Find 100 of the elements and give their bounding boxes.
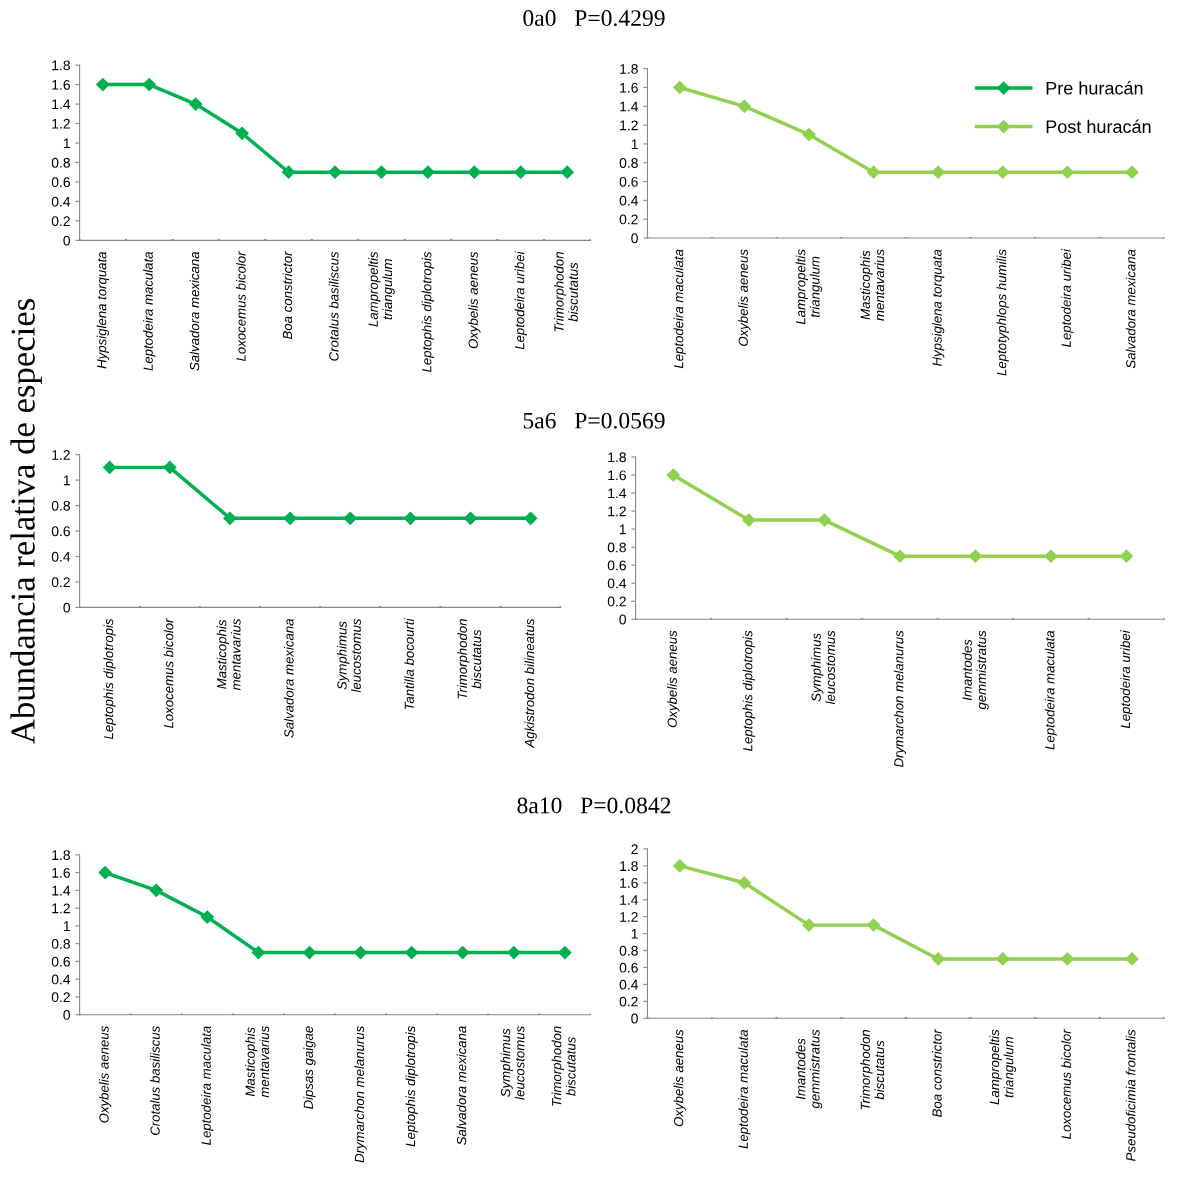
y-tick-label: 2 bbox=[631, 844, 638, 854]
y-tick-label: 0.8 bbox=[619, 158, 638, 168]
x-tick-label: Oxybelis aeneus bbox=[98, 1026, 112, 1123]
point bbox=[673, 80, 687, 95]
x-tick-label: Crotalus basiliscus bbox=[328, 251, 339, 361]
point bbox=[737, 99, 751, 113]
y-tick-label: 1 bbox=[63, 475, 70, 486]
point bbox=[507, 945, 521, 960]
y-tick-label: 0.8 bbox=[51, 500, 70, 511]
point bbox=[98, 866, 112, 880]
point bbox=[149, 883, 163, 897]
point bbox=[817, 513, 831, 527]
x-tick-label: Lampropeltis triangulum bbox=[989, 1029, 1016, 1105]
y-tick-label: 1.2 bbox=[620, 120, 638, 131]
y-tick-label: 1.4 bbox=[52, 885, 71, 896]
point bbox=[1125, 165, 1139, 179]
y-tick-label: 1.6 bbox=[620, 82, 638, 93]
y-tick-label: 1.4 bbox=[620, 895, 639, 905]
y-tick-label: 0 bbox=[63, 602, 71, 613]
x-tick-label: Masticophis mentavarius bbox=[860, 249, 885, 321]
point bbox=[200, 910, 214, 924]
y-tick-label: 0.2 bbox=[51, 577, 70, 588]
y-tick-label: 1.6 bbox=[620, 878, 638, 888]
y-tick-label: 1.4 bbox=[620, 101, 639, 112]
point bbox=[353, 945, 368, 960]
legend-label: Pre huracán bbox=[1046, 81, 1143, 95]
point bbox=[673, 859, 687, 873]
y-tick-label: 0 bbox=[619, 614, 627, 625]
point bbox=[1060, 165, 1074, 179]
point bbox=[281, 165, 296, 179]
x-tick-label: Symphimus leucostomus bbox=[500, 1026, 525, 1100]
x-tick-label: Hypsiglena torquata bbox=[96, 251, 109, 369]
x-tick-label: Leptodeira maculata bbox=[143, 251, 156, 371]
y-axis-title: Abundancia relativa de especies bbox=[10, 299, 42, 744]
point bbox=[467, 165, 481, 179]
y-tick-label: 1 bbox=[619, 524, 626, 535]
x-tick-label: Boa constrictor bbox=[282, 251, 293, 340]
y-tick-label: 0.2 bbox=[619, 214, 638, 225]
x-tick-label: Leptophis diplotropis bbox=[421, 251, 435, 373]
x-tick-label: Leptodeira uribei bbox=[1120, 630, 1133, 729]
y-tick-label: 1.8 bbox=[52, 60, 70, 71]
y-tick-label: 1.6 bbox=[52, 79, 70, 90]
y-tick-label: 0 bbox=[631, 233, 638, 244]
x-tick-label: Dipsas gaigae bbox=[303, 1026, 316, 1110]
x-tick-label: Salvadora mexicana bbox=[189, 251, 200, 371]
x-tick-label: Imantodes gemmistratus bbox=[962, 630, 989, 710]
y-tick-label: 1.6 bbox=[608, 470, 626, 481]
x-tick-label: Leptodeira maculata bbox=[1044, 630, 1058, 750]
x-tick-label: Salvadora mexicana bbox=[456, 1026, 467, 1145]
x-tick-label: Oxybelis aeneus bbox=[738, 249, 751, 346]
chart-title: 8a10 P=0.0842 bbox=[517, 797, 671, 814]
x-tick-label: Leptodeira maculata bbox=[673, 249, 686, 369]
point bbox=[1044, 549, 1058, 563]
x-tick-label: Leptophis diplotropis bbox=[405, 1026, 418, 1147]
x-tick-label: Leptophis diplotropis bbox=[103, 618, 116, 740]
y-tick-label: 0.6 bbox=[607, 560, 626, 571]
x-tick-label: Leptodeira maculata bbox=[201, 1026, 214, 1145]
x-tick-label: Symphimus leucostomus bbox=[336, 618, 361, 693]
x-tick-label: Leptodeira uribei bbox=[514, 251, 527, 350]
y-tick-label: 0 bbox=[63, 235, 71, 246]
y-tick-label: 1.2 bbox=[608, 506, 626, 517]
y-tick-label: 1.8 bbox=[608, 452, 626, 463]
x-tick-label: Oxybelis aeneus bbox=[673, 1029, 686, 1127]
point bbox=[142, 78, 156, 92]
x-tick-label: Hypsiglena torquata bbox=[932, 249, 945, 367]
point bbox=[1060, 952, 1074, 966]
y-tick-label: 0.8 bbox=[51, 157, 70, 168]
x-tick-label: Imantodes gemmistratus bbox=[795, 1029, 823, 1109]
point bbox=[374, 165, 389, 179]
x-tick-label: Tantilla bocourti bbox=[404, 618, 414, 710]
y-tick-label: 0.6 bbox=[51, 956, 70, 967]
x-tick-label: Trimorphodon biscutatus bbox=[457, 619, 482, 699]
point bbox=[931, 165, 945, 179]
point bbox=[802, 918, 816, 932]
point bbox=[560, 165, 574, 179]
point bbox=[302, 945, 317, 960]
y-tick-label: 1.4 bbox=[608, 488, 627, 499]
point bbox=[866, 918, 881, 932]
y-tick-label: 1 bbox=[631, 929, 638, 939]
x-tick-label: Symphimus leucostomus bbox=[811, 630, 836, 705]
y-tick-label: 0.4 bbox=[607, 578, 627, 589]
point bbox=[514, 165, 528, 179]
y-tick-label: 1.2 bbox=[52, 118, 70, 129]
point bbox=[328, 165, 342, 179]
y-tick-label: 1.6 bbox=[52, 867, 70, 878]
point bbox=[558, 945, 572, 960]
x-tick-label: Loxocemus bicolor bbox=[163, 618, 174, 729]
x-tick-label: Drymarchon melanurus bbox=[893, 630, 907, 768]
x-tick-label: Loxocemus bicolor bbox=[1061, 1028, 1071, 1139]
point bbox=[251, 945, 265, 960]
y-tick-label: 0 bbox=[63, 1010, 71, 1020]
point bbox=[893, 549, 907, 563]
y-tick-label: 0.4 bbox=[619, 195, 639, 206]
y-tick-label: 1.8 bbox=[620, 861, 638, 872]
x-tick-label: Drymarchon melanurus bbox=[354, 1026, 367, 1163]
y-tick-label: 0.2 bbox=[619, 996, 638, 1007]
point bbox=[742, 513, 756, 527]
point bbox=[405, 945, 419, 960]
point bbox=[189, 97, 203, 111]
y-tick-label: 0.4 bbox=[619, 979, 639, 990]
